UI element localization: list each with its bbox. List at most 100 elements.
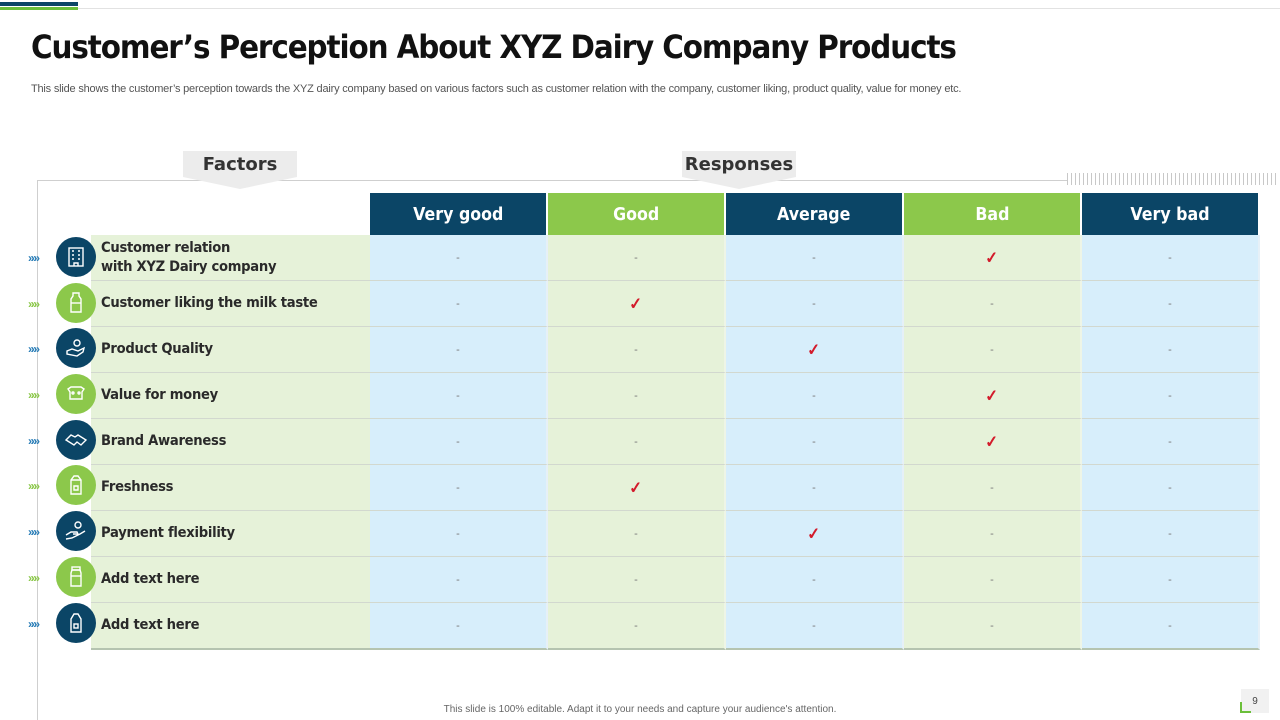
top-divider <box>78 8 1280 9</box>
empty-dash: - <box>456 297 460 310</box>
decorative-hatch <box>1067 173 1278 185</box>
empty-dash: - <box>634 527 638 540</box>
response-cell: - <box>548 327 726 373</box>
empty-dash: - <box>812 481 816 494</box>
factor-label: Brand Awareness <box>101 433 227 449</box>
slide-subtitle: This slide shows the customer’s percepti… <box>31 83 962 95</box>
factor-icons: »»» »»» »»» »»» »»» »»» »»» »»» »»» <box>28 236 98 647</box>
factors-label: Factors <box>183 151 297 177</box>
response-cell: - <box>1082 511 1260 557</box>
response-cell: - <box>548 373 726 419</box>
empty-dash: - <box>456 619 460 632</box>
response-cell: - <box>1082 373 1260 419</box>
response-cell: - <box>904 511 1082 557</box>
factor-cell: Add text here <box>91 603 370 650</box>
table-row: Add text here - - - - - <box>91 557 1260 603</box>
response-cell: - <box>1082 419 1260 465</box>
response-cell: ✓ <box>548 465 726 511</box>
response-cell: - <box>726 235 904 281</box>
check-mark-icon: ✓ <box>984 248 1000 268</box>
empty-dash: - <box>1168 435 1172 448</box>
response-cell: - <box>726 419 904 465</box>
empty-dash: - <box>634 573 638 586</box>
header-row: Very good Good Average Bad Very bad <box>91 193 1260 235</box>
col-average: Average <box>726 193 904 235</box>
check-mark-icon: ✓ <box>984 432 1000 452</box>
frame-line-left <box>37 180 38 720</box>
response-cell: ✓ <box>904 373 1082 419</box>
empty-dash: - <box>634 343 638 356</box>
empty-dash: - <box>812 435 816 448</box>
empty-dash: - <box>990 297 994 310</box>
factor-label: Add text here <box>101 571 200 587</box>
response-cell: - <box>548 419 726 465</box>
table-row: Payment flexibility - - ✓ - - <box>91 511 1260 557</box>
milk-carton-icon <box>56 465 96 506</box>
empty-dash: - <box>990 573 994 586</box>
factor-label: Add text here <box>101 617 200 633</box>
icon-row: »»» <box>28 327 98 373</box>
package-icon <box>56 602 96 643</box>
empty-dash: - <box>990 481 994 494</box>
empty-dash: - <box>1168 251 1172 264</box>
response-cell: - <box>726 373 904 419</box>
payment-hand-icon <box>56 511 96 552</box>
factor-label: Customer relation with XYZ Dairy company <box>101 239 277 275</box>
table-row: Product Quality - - ✓ - - <box>91 327 1260 373</box>
chevron-arrows-icon: »»» <box>28 342 40 357</box>
empty-dash: - <box>812 251 816 264</box>
response-cell: ✓ <box>548 281 726 327</box>
response-cell: - <box>1082 327 1260 373</box>
response-cell: - <box>370 373 548 419</box>
table-row: Value for money - - - ✓ - <box>91 373 1260 419</box>
table-row: Customer relation with XYZ Dairy company… <box>91 235 1260 281</box>
response-cell: - <box>370 327 548 373</box>
building-icon <box>56 237 96 277</box>
chevron-arrows-icon: »»» <box>28 616 40 631</box>
empty-dash: - <box>456 435 460 448</box>
icon-row: »»» <box>28 556 98 602</box>
empty-dash: - <box>1168 481 1172 494</box>
col-very-good: Very good <box>370 193 548 235</box>
response-cell: - <box>726 603 904 650</box>
quality-hand-icon <box>56 328 96 369</box>
top-accent-bar <box>0 2 78 6</box>
col-label: Very bad <box>1130 203 1210 225</box>
empty-dash: - <box>990 343 994 356</box>
response-cell: ✓ <box>904 419 1082 465</box>
factor-label: Freshness <box>101 479 174 495</box>
response-cell: - <box>1082 603 1260 650</box>
cow-icon <box>56 374 96 415</box>
response-cell: - <box>370 465 548 511</box>
chevron-arrows-icon: »»» <box>28 525 40 540</box>
table-row: Add text here - - - - - <box>91 603 1260 650</box>
empty-dash: - <box>812 297 816 310</box>
response-cell: - <box>726 281 904 327</box>
col-label: Good <box>612 203 660 225</box>
icon-row: »»» <box>28 419 98 465</box>
response-cell: - <box>370 603 548 650</box>
response-cell: - <box>904 465 1082 511</box>
footer-note: This slide is 100% editable. Adapt it to… <box>443 704 837 715</box>
empty-dash: - <box>456 527 460 540</box>
response-cell: - <box>1082 235 1260 281</box>
chevron-arrows-icon: »»» <box>28 296 40 311</box>
bottle-icon <box>56 556 96 597</box>
check-mark-icon: ✓ <box>628 478 644 498</box>
col-very-bad: Very bad <box>1082 193 1260 235</box>
empty-dash: - <box>812 573 816 586</box>
empty-dash: - <box>634 435 638 448</box>
col-label: Bad <box>974 203 1010 225</box>
empty-dash: - <box>1168 343 1172 356</box>
response-cell: - <box>1082 281 1260 327</box>
chevron-arrows-icon: »»» <box>28 388 40 403</box>
check-mark-icon: ✓ <box>806 340 822 360</box>
factor-cell: Value for money <box>91 373 370 419</box>
factor-cell: Customer relation with XYZ Dairy company <box>91 235 370 281</box>
check-mark-icon: ✓ <box>984 386 1000 406</box>
response-cell: - <box>370 511 548 557</box>
handshake-icon <box>56 419 96 460</box>
response-cell: - <box>370 419 548 465</box>
factor-cell: Payment flexibility <box>91 511 370 557</box>
response-cell: - <box>370 557 548 603</box>
